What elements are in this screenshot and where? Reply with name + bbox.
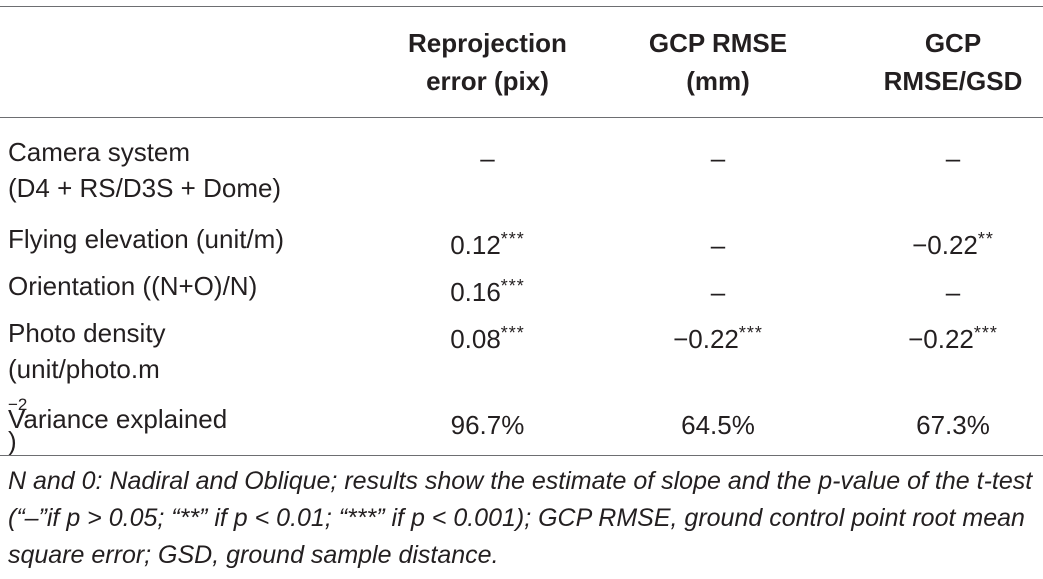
cell-gcp-rmse: – bbox=[618, 221, 818, 263]
row-label: Photo density (unit/photo.m −2) bbox=[8, 315, 166, 459]
cell-gcp-rmse: 64.5% bbox=[618, 401, 818, 443]
row-label-line1: Flying elevation (unit/m) bbox=[8, 224, 284, 254]
significance-stars: *** bbox=[973, 323, 998, 343]
header-reprojection-line1: Reprojection bbox=[408, 28, 567, 58]
row-label-line1: Camera system bbox=[8, 137, 191, 167]
cell-value: – bbox=[480, 143, 495, 173]
cell-value: – bbox=[945, 277, 961, 307]
header-gcp-rmse-gsd-line2: RMSE/GSD bbox=[883, 66, 1023, 96]
cell-gcp-rmse: −0.22*** bbox=[618, 315, 818, 357]
cell-gcp-rmse-gsd: – bbox=[868, 134, 1038, 176]
table-bottom-rule bbox=[0, 455, 1043, 456]
unit-exponent: −2 bbox=[8, 395, 28, 414]
cell-value: – bbox=[710, 143, 726, 173]
cell-reprojection: 96.7% bbox=[385, 401, 590, 443]
cell-reprojection: 0.12*** bbox=[385, 221, 590, 263]
unit-text: (unit/photo.m bbox=[8, 354, 160, 384]
row-label-line2: (D4 + RS/D3S + Dome) bbox=[8, 173, 282, 203]
cell-gcp-rmse: – bbox=[618, 134, 818, 176]
significance-stars: *** bbox=[738, 323, 763, 343]
unit-close: ) bbox=[8, 426, 17, 456]
cell-gcp-rmse-gsd: −0.22** bbox=[868, 221, 1038, 263]
row-label: Orientation ((N+O)/N) bbox=[8, 268, 257, 304]
cell-value: 0.16 bbox=[450, 277, 501, 307]
table-top-rule bbox=[0, 6, 1043, 7]
cell-reprojection: 0.08*** bbox=[385, 315, 590, 357]
row-label: Camera system (D4 + RS/D3S + Dome) bbox=[8, 134, 281, 206]
cell-value: – bbox=[710, 277, 726, 307]
row-label: Flying elevation (unit/m) bbox=[8, 221, 284, 257]
cell-reprojection: 0.16*** bbox=[385, 268, 590, 310]
header-gcp-rmse-line2: (mm) bbox=[686, 66, 750, 96]
row-label-line1: Variance explained bbox=[8, 404, 228, 434]
cell-value: 67.3% bbox=[916, 410, 990, 440]
cell-reprojection: – bbox=[385, 134, 590, 176]
cell-value: 64.5% bbox=[681, 410, 755, 440]
cell-value: −0.22 bbox=[673, 324, 739, 354]
significance-stars: *** bbox=[500, 276, 525, 296]
header-reprojection-error: Reprojection error (pix) bbox=[385, 24, 590, 100]
header-gcp-rmse-line1: GCP RMSE bbox=[648, 28, 788, 58]
cell-gcp-rmse: – bbox=[618, 268, 818, 310]
significance-stars: ** bbox=[977, 229, 994, 249]
cell-value: −0.22 bbox=[908, 324, 974, 354]
row-label-line1: Photo density bbox=[8, 318, 166, 348]
row-label-line1: Orientation ((N+O)/N) bbox=[8, 271, 258, 301]
significance-stars: *** bbox=[500, 323, 525, 343]
cell-value: 96.7% bbox=[450, 410, 525, 440]
header-gcp-rmse-gsd-line1: GCP bbox=[924, 28, 982, 58]
table-footnote: N and 0: Nadiral and Oblique; results sh… bbox=[8, 467, 1033, 569]
cell-value: 0.08 bbox=[450, 324, 501, 354]
cell-value: – bbox=[710, 230, 726, 260]
cell-value: −0.22 bbox=[912, 230, 978, 260]
cell-value: – bbox=[945, 143, 961, 173]
header-rule bbox=[0, 117, 1043, 118]
cell-gcp-rmse-gsd: 67.3% bbox=[868, 401, 1038, 443]
cell-gcp-rmse-gsd: – bbox=[868, 268, 1038, 310]
significance-stars: *** bbox=[500, 229, 525, 249]
header-gcp-rmse-gsd: GCP RMSE/GSD bbox=[868, 24, 1038, 100]
cell-gcp-rmse-gsd: −0.22*** bbox=[868, 315, 1038, 357]
row-label-line2: (unit/photo.m −2) bbox=[8, 351, 166, 459]
row-label: Variance explained bbox=[8, 401, 227, 437]
header-gcp-rmse: GCP RMSE (mm) bbox=[618, 24, 818, 100]
header-reprojection-line2: error (pix) bbox=[426, 66, 549, 96]
cell-value: 0.12 bbox=[450, 230, 501, 260]
